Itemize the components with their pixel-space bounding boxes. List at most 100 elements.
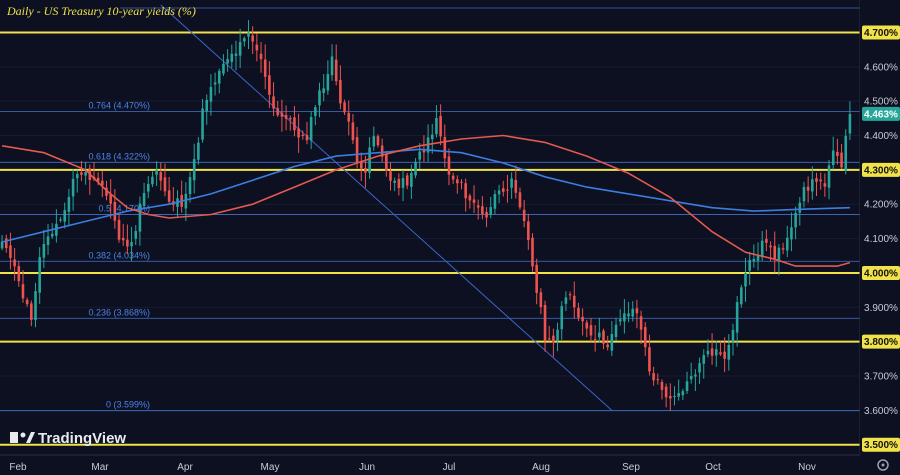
candle-body: [581, 316, 584, 322]
candle: [543, 300, 547, 352]
candle-body: [117, 219, 121, 240]
time-axis[interactable]: Feb Mar Apr May Jun Jul Aug Sep Oct Nov: [9, 462, 816, 473]
candle-body: [710, 348, 714, 356]
candle-body: [167, 190, 171, 202]
candle-body: [238, 41, 242, 56]
candle: [259, 41, 263, 73]
candle-body: [280, 112, 284, 117]
candle-body: [184, 193, 188, 209]
candle: [531, 233, 534, 272]
candle: [794, 206, 797, 240]
candle: [464, 178, 467, 212]
candle: [598, 317, 601, 343]
candle: [610, 321, 614, 357]
candle: [347, 100, 351, 136]
candle-body: [201, 108, 204, 140]
candle-body: [372, 136, 376, 147]
candle-body: [723, 351, 726, 359]
candle-body: [556, 329, 559, 341]
candle: [389, 162, 392, 191]
candle-body: [268, 75, 271, 95]
price-axis[interactable]: 4.700% 4.600% 4.500%4.463% 4.400% 4.300% 4.20…: [860, 0, 900, 475]
level-price-label: 3.800%: [864, 337, 898, 348]
candle-body: [380, 145, 384, 157]
candle: [84, 162, 87, 185]
candle: [430, 123, 434, 154]
candle: [639, 310, 643, 345]
candle: [351, 114, 355, 144]
candle: [243, 36, 246, 47]
candle: [702, 349, 706, 379]
candle: [59, 216, 62, 223]
level-price-label: 3.500%: [864, 440, 898, 451]
candle: [710, 333, 714, 365]
time-tick-label: Mar: [91, 462, 109, 473]
candle: [785, 225, 789, 258]
candle-body: [305, 134, 309, 141]
candle-body: [376, 136, 380, 146]
candle: [209, 74, 213, 116]
candle-body: [226, 59, 229, 64]
settings-gear-icon[interactable]: [877, 459, 889, 471]
trendline[interactable]: [160, 4, 613, 411]
candle-body: [627, 313, 630, 317]
fib-label: 0 (3.599%): [106, 400, 150, 410]
candle: [535, 258, 538, 305]
candle: [560, 301, 564, 340]
candle: [167, 176, 171, 204]
candle-body: [673, 395, 676, 398]
candle: [689, 362, 693, 384]
candle-body: [80, 172, 83, 175]
candle-body: [405, 175, 409, 186]
candle: [756, 242, 760, 271]
candle: [21, 270, 25, 303]
candle: [309, 111, 313, 150]
candle-body: [326, 74, 330, 91]
candle-body: [468, 195, 472, 201]
candle-body: [714, 349, 718, 356]
fib-retracement[interactable]: 0.764 (4.470%) 0.618 (4.322%) 0.5 (4.170%)…: [0, 7, 860, 412]
candle-body: [142, 193, 146, 206]
candle-body: [844, 135, 848, 171]
candle-body: [151, 176, 154, 185]
candle: [614, 317, 618, 341]
candle: [694, 369, 697, 392]
candle-body: [827, 165, 831, 188]
candle: [577, 302, 580, 321]
candle-body: [430, 134, 434, 140]
trendline-line[interactable]: [160, 4, 613, 411]
candle: [589, 318, 593, 342]
candle-body: [618, 319, 622, 322]
candle-body: [456, 179, 459, 184]
candle: [30, 300, 33, 327]
candle: [75, 169, 79, 193]
candle-body: [339, 80, 342, 104]
candle-body: [234, 53, 238, 56]
candle: [790, 212, 793, 252]
candle: [188, 171, 192, 203]
candle-body: [393, 180, 396, 183]
candle-body: [639, 316, 643, 330]
candle-body: [130, 242, 133, 247]
candle: [514, 165, 518, 199]
candle: [380, 138, 384, 163]
candle-body: [113, 201, 117, 221]
candle: [410, 164, 413, 199]
candle: [740, 284, 743, 308]
candle-body: [840, 152, 843, 168]
candle: [109, 179, 112, 219]
candle: [497, 184, 501, 204]
time-tick-label: Jul: [443, 462, 456, 473]
candle: [55, 209, 58, 243]
candle: [481, 196, 484, 220]
gear-hub: [881, 463, 885, 467]
candle-body: [539, 292, 543, 308]
candle-body: [46, 236, 50, 245]
candle-body: [222, 63, 225, 74]
level-price-label: 4.000%: [864, 268, 898, 279]
candle-body: [660, 382, 664, 390]
candle: [284, 105, 288, 131]
candle: [698, 357, 701, 384]
candle: [831, 136, 835, 170]
